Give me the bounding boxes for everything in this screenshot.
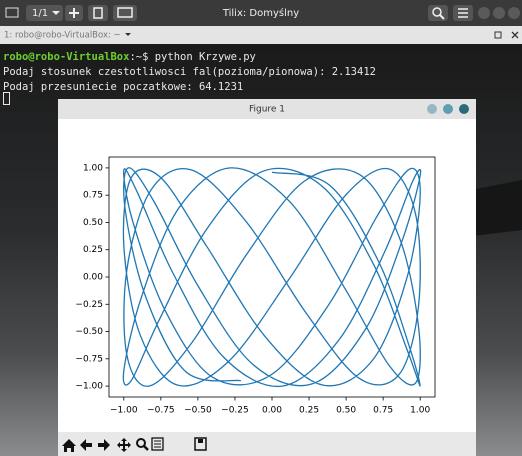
window-title: Tilix: Domyślny [222,7,299,19]
figure-minimize[interactable] [427,104,437,114]
terminal-line: Podaj stosunek czestotliwosci fal(poziom… [3,66,376,78]
y-tick-label: 0.50 [83,218,103,228]
x-tick-label: −1.00 [110,406,138,416]
screen: 1/1 Tilix: Domyślny 1: robo@robo-Virtual… [0,0,522,456]
maximize-button[interactable] [493,7,505,19]
tab-title[interactable]: 1: robo@robo-VirtualBox: ~ [4,31,121,41]
x-tick-label: −0.75 [147,406,175,416]
x-tick-label: −0.25 [221,406,249,416]
y-tick-label: −1.00 [75,382,103,392]
figure-title: Figure 1 [249,105,285,115]
command: :~$ python Krzywe.py [129,51,255,63]
close-button[interactable] [508,7,520,19]
session-label: 1/1 [32,8,48,19]
y-tick-label: −0.50 [75,327,103,337]
x-tick-label: 1.00 [410,406,430,416]
figure-maximize[interactable] [443,104,453,114]
y-tick-label: 1.00 [83,163,103,173]
x-tick-label: 0.75 [373,406,393,416]
x-tick-label: 0.00 [262,406,282,416]
terminal-line: Podaj przesuniecie poczatkowe: 64.1231 [3,81,243,93]
x-tick-label: 0.25 [299,406,319,416]
prompt: robo@robo-VirtualBox [3,51,130,63]
icon [198,439,203,443]
minimize-button[interactable] [478,7,490,19]
figure-window [58,99,476,456]
y-tick-label: 0.25 [83,245,103,255]
page: 1/1 Tilix: Domyślny 1: robo@robo-Virtual… [0,0,522,456]
figure-close[interactable] [459,104,469,114]
x-tick-label: −0.50 [184,406,212,416]
y-tick-label: −0.75 [75,354,103,364]
y-tick-label: 0.00 [83,273,103,283]
y-tick-label: 0.75 [83,191,103,201]
x-tick-label: 0.50 [336,406,356,416]
y-tick-label: −0.25 [75,300,103,310]
terminal-line: robo@robo-VirtualBox:~$ python Krzywe.py [3,51,256,63]
